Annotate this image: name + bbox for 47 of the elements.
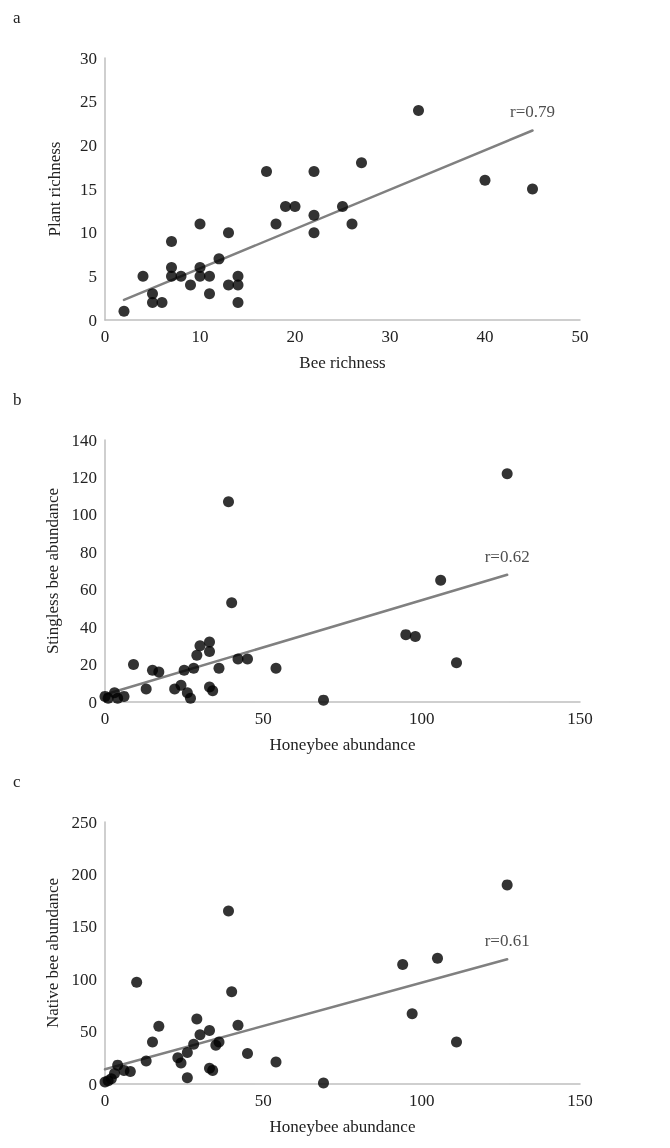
y-tick-label: 140	[71, 430, 97, 450]
x-axis-title: Honeybee abundance	[269, 735, 416, 754]
y-tick-label: 200	[71, 864, 97, 884]
y-tick-label: 0	[88, 692, 97, 712]
y-tick-label: 60	[80, 580, 97, 600]
y-axis-title: Stingless bee abundance	[42, 487, 62, 655]
y-tick-label: 50	[80, 1022, 97, 1042]
y-tick-label: 20	[80, 135, 97, 155]
x-tick-label: 50	[254, 709, 272, 728]
chart-title: a	[13, 8, 21, 27]
chart-title: b	[13, 390, 22, 409]
y-tick-label: 100	[71, 969, 97, 989]
x-tick-label: 150	[567, 709, 593, 728]
y-tick-label: 120	[71, 467, 97, 487]
x-tick-label: 20	[286, 327, 304, 346]
y-tick-label: 25	[80, 92, 97, 112]
x-tick-label: 150	[567, 1091, 593, 1110]
annotation: r=0.79	[510, 102, 555, 122]
y-axis-title: Plant richness	[45, 141, 64, 237]
y-tick-label: 0	[88, 310, 97, 330]
chart-title: c	[13, 772, 21, 791]
y-tick-label: 30	[80, 48, 97, 68]
y-tick-label: 20	[80, 655, 97, 675]
x-tick-label: 0	[100, 1091, 110, 1110]
y-tick-label: 0	[88, 1074, 97, 1094]
y-tick-label: 80	[80, 542, 97, 562]
x-tick-label: 30	[381, 327, 399, 346]
y-tick-label: 5	[88, 266, 97, 286]
x-axis-title: Honeybee abundance	[269, 1117, 416, 1136]
x-tick-label: 0	[100, 709, 110, 728]
y-tick-label: 250	[71, 812, 97, 832]
y-tick-label: 150	[71, 917, 97, 937]
x-tick-label: 50	[571, 327, 589, 346]
y-tick-label: 10	[80, 223, 97, 243]
y-tick-label: 15	[80, 179, 97, 199]
x-tick-label: 100	[408, 1091, 435, 1110]
x-tick-label: 50	[254, 1091, 272, 1110]
x-tick-label: 0	[100, 327, 110, 346]
annotation: r=0.61	[484, 931, 530, 951]
y-tick-label: 100	[71, 505, 97, 525]
x-tick-label: 40	[476, 327, 494, 346]
y-axis-title: Native bee abundance	[42, 877, 62, 1029]
x-tick-label: 10	[191, 327, 209, 346]
x-axis-title: Bee richness	[299, 353, 386, 372]
x-tick-label: 100	[408, 709, 435, 728]
annotation: r=0.62	[484, 546, 530, 566]
y-tick-label: 40	[80, 617, 97, 637]
